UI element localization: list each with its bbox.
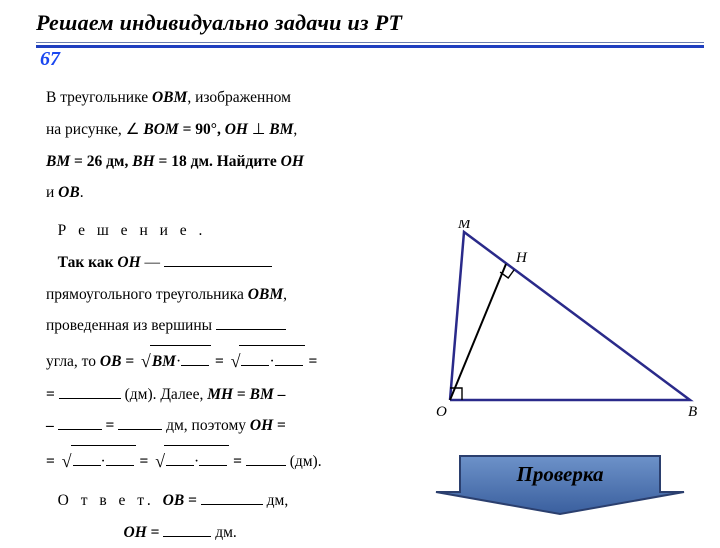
text: угла, то (46, 353, 100, 370)
perp-symbol: ⊥ (248, 121, 269, 138)
text: = (305, 353, 318, 370)
text: = (121, 353, 138, 370)
text: = (229, 453, 246, 470)
blank[interactable] (275, 352, 303, 366)
text: = (46, 453, 59, 470)
text: = (102, 417, 119, 434)
blank[interactable] (59, 385, 121, 399)
heading-rule (36, 42, 704, 48)
vertex-b-label: B (688, 404, 697, 420)
text: , (293, 121, 297, 138)
segment-oh: OH (117, 254, 140, 271)
sqrt: BM· (138, 342, 211, 379)
triangle-diagram: M H O B (430, 220, 706, 430)
text: В треугольнике (46, 89, 152, 106)
blank[interactable] (166, 452, 194, 466)
segment-mh: MH (207, 386, 233, 403)
triangle-outline (450, 232, 690, 400)
solution-title: Р е ш е н и е . (58, 222, 207, 239)
blank[interactable] (181, 352, 209, 366)
sqrt: · (152, 442, 229, 479)
blank[interactable] (201, 491, 263, 505)
text: и (46, 184, 58, 201)
blank[interactable] (164, 253, 272, 267)
vertex-h-label: H (515, 250, 528, 266)
answer-title: О т в е т. (58, 492, 163, 509)
angle-symbol: ∠ (126, 121, 140, 138)
text: дм, (263, 492, 288, 509)
text: . (80, 184, 84, 201)
blank[interactable] (241, 352, 269, 366)
text: (дм). (286, 453, 322, 470)
segment-bm: BM (269, 121, 293, 138)
text: дм. (211, 524, 236, 541)
text: = (211, 353, 228, 370)
text: дм, поэтому (162, 417, 250, 434)
text: – (274, 386, 286, 403)
segment-oh: OH (250, 417, 273, 434)
problem-text: В треугольнике OBM, изображенном на рису… (46, 82, 412, 548)
vertex-m-label: M (457, 220, 472, 232)
blank[interactable] (246, 452, 286, 466)
segment-ob: OB (58, 184, 80, 201)
angle-label: BOM (143, 121, 178, 138)
text: = (273, 417, 286, 434)
blank[interactable] (118, 417, 162, 431)
text: = (147, 524, 164, 541)
text: = 26 дм, (70, 153, 132, 170)
segment-bm: BM (250, 386, 274, 403)
segment-bm: BM (152, 353, 176, 370)
blank[interactable] (73, 452, 101, 466)
text: = 90°, (179, 121, 225, 138)
segment-ob: OB (100, 353, 122, 370)
segment-oh: OH (124, 524, 147, 541)
segment-oh: OH (225, 121, 248, 138)
page-heading: Решаем индивидуально задачи из РТ (0, 0, 720, 42)
blank[interactable] (163, 523, 211, 537)
text: = (233, 386, 250, 403)
segment-bm: BM (46, 153, 70, 170)
triangle-name: OBM (248, 286, 283, 303)
check-button-label: Проверка (432, 452, 688, 496)
blank[interactable] (216, 316, 286, 330)
check-button[interactable]: Проверка (432, 452, 688, 506)
segment-ob: OB (163, 492, 185, 509)
blank[interactable] (58, 417, 102, 431)
sqrt: · (59, 442, 136, 479)
segment-oh: OH (281, 153, 304, 170)
segment-bh: BH (132, 153, 154, 170)
text: = (46, 386, 59, 403)
sqrt: · (228, 342, 305, 379)
text: — (141, 254, 164, 271)
text: = 18 дм. Найдите (155, 153, 281, 170)
text: = (136, 453, 153, 470)
text: , изображенном (187, 89, 291, 106)
problem-number: 67 (40, 48, 66, 71)
vertex-o-label: O (436, 404, 447, 420)
blank[interactable] (106, 452, 134, 466)
text: проведенная из вершины (46, 317, 216, 334)
text: – (46, 417, 58, 434)
triangle-name: OBM (152, 89, 187, 106)
text: (дм). Далее, (121, 386, 207, 403)
text: = (184, 492, 201, 509)
text: Так как (58, 254, 118, 271)
text: на рисунке, (46, 121, 126, 138)
text: прямоугольного треугольника (46, 286, 248, 303)
blank[interactable] (199, 452, 227, 466)
text: , (283, 286, 287, 303)
